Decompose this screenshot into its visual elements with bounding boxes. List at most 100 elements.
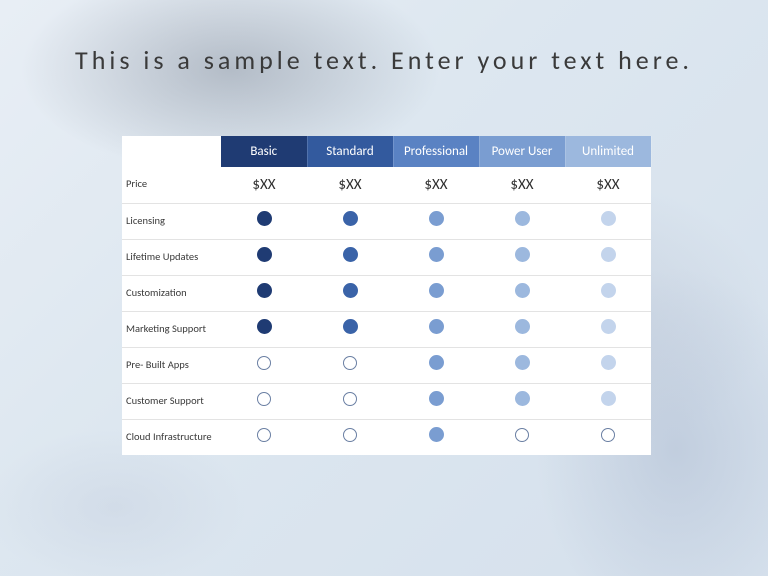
table-cell [565, 203, 651, 239]
empty-ring-icon [257, 356, 271, 370]
table-cell [221, 311, 307, 347]
table-cell [221, 419, 307, 455]
table-cell [479, 419, 565, 455]
table-cell [393, 347, 479, 383]
plan-header-power-user: Power User [479, 136, 565, 167]
table-cell [221, 347, 307, 383]
filled-dot-icon [515, 319, 530, 334]
filled-dot-icon [429, 391, 444, 406]
empty-ring-icon [601, 428, 615, 442]
table-cell [479, 383, 565, 419]
row-label: Pre- Built Apps [122, 347, 221, 383]
table-cell [393, 383, 479, 419]
table-cell [565, 311, 651, 347]
empty-ring-icon [257, 392, 271, 406]
filled-dot-icon [343, 283, 358, 298]
filled-dot-icon [515, 283, 530, 298]
header-corner [122, 136, 221, 167]
empty-ring-icon [343, 392, 357, 406]
table-cell [221, 203, 307, 239]
row-label: Price [122, 167, 221, 203]
row-label: Marketing Support [122, 311, 221, 347]
filled-dot-icon [429, 247, 444, 262]
page-title: This is a sample text. Enter your text h… [44, 44, 724, 76]
table-cell [393, 275, 479, 311]
empty-ring-icon [343, 356, 357, 370]
filled-dot-icon [515, 247, 530, 262]
table-cell [307, 311, 393, 347]
table-row: Customer Support [122, 383, 651, 419]
table-row: Price$XX$XX$XX$XX$XX [122, 167, 651, 203]
table-cell [307, 419, 393, 455]
filled-dot-icon [343, 247, 358, 262]
empty-ring-icon [515, 428, 529, 442]
row-label: Customization [122, 275, 221, 311]
table-cell [393, 311, 479, 347]
empty-ring-icon [343, 428, 357, 442]
filled-dot-icon [257, 211, 272, 226]
table-cell: $XX [565, 167, 651, 203]
empty-ring-icon [257, 428, 271, 442]
filled-dot-icon [343, 211, 358, 226]
table-cell [393, 239, 479, 275]
filled-dot-icon [343, 319, 358, 334]
row-label: Licensing [122, 203, 221, 239]
filled-dot-icon [257, 319, 272, 334]
table-row: Lifetime Updates [122, 239, 651, 275]
table-row: Cloud Infrastructure [122, 419, 651, 455]
filled-dot-icon [515, 211, 530, 226]
table-cell: $XX [221, 167, 307, 203]
header-row: Basic Standard Professional Power User U… [122, 136, 651, 167]
table-cell: $XX [393, 167, 479, 203]
filled-dot-icon [429, 211, 444, 226]
filled-dot-icon [515, 391, 530, 406]
table-cell [221, 275, 307, 311]
table-cell: $XX [479, 167, 565, 203]
plan-header-standard: Standard [307, 136, 393, 167]
table-cell [307, 203, 393, 239]
table-row: Licensing [122, 203, 651, 239]
filled-dot-icon [515, 355, 530, 370]
row-label: Customer Support [122, 383, 221, 419]
table-cell [479, 311, 565, 347]
table-cell [565, 347, 651, 383]
filled-dot-icon [429, 355, 444, 370]
table-cell [479, 275, 565, 311]
table-cell [565, 419, 651, 455]
table-cell [393, 203, 479, 239]
filled-dot-icon [601, 391, 616, 406]
table-cell [393, 419, 479, 455]
filled-dot-icon [601, 247, 616, 262]
table-cell [307, 347, 393, 383]
pricing-table: Basic Standard Professional Power User U… [122, 136, 650, 455]
filled-dot-icon [601, 211, 616, 226]
filled-dot-icon [257, 283, 272, 298]
table-cell [221, 383, 307, 419]
table-row: Pre- Built Apps [122, 347, 651, 383]
table-row: Marketing Support [122, 311, 651, 347]
plan-header-basic: Basic [221, 136, 307, 167]
table-cell [307, 239, 393, 275]
table-cell [479, 347, 565, 383]
table-cell [479, 203, 565, 239]
filled-dot-icon [429, 319, 444, 334]
table-cell [307, 383, 393, 419]
filled-dot-icon [601, 319, 616, 334]
table-cell [565, 239, 651, 275]
filled-dot-icon [601, 283, 616, 298]
plan-header-unlimited: Unlimited [565, 136, 651, 167]
row-label: Cloud Infrastructure [122, 419, 221, 455]
filled-dot-icon [429, 427, 444, 442]
table-cell: $XX [307, 167, 393, 203]
filled-dot-icon [257, 247, 272, 262]
plan-header-professional: Professional [393, 136, 479, 167]
table-row: Customization [122, 275, 651, 311]
filled-dot-icon [429, 283, 444, 298]
table-cell [565, 383, 651, 419]
table-cell [565, 275, 651, 311]
filled-dot-icon [601, 355, 616, 370]
table-cell [307, 275, 393, 311]
table-cell [479, 239, 565, 275]
row-label: Lifetime Updates [122, 239, 221, 275]
comparison-table: Basic Standard Professional Power User U… [122, 136, 652, 455]
